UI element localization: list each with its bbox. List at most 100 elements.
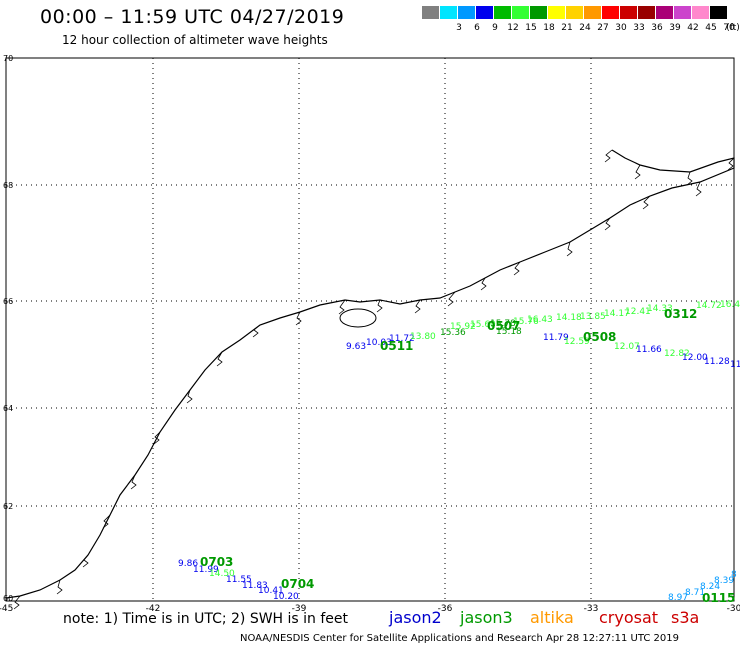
map-subtitle: 12 hour collection of altimeter wave hei… xyxy=(62,33,328,47)
legend-label: 36 xyxy=(651,23,663,33)
fjord-line xyxy=(216,351,223,367)
axis-labels: -45 -42 -39 -36 -33 -30 70 68 66 64 62 60 xyxy=(0,54,740,614)
legend-label: 6 xyxy=(474,23,480,33)
satellite-label: altika xyxy=(530,608,574,627)
legend-swatch xyxy=(602,6,619,19)
pass-time-tag: 0115 xyxy=(702,591,735,605)
fjord-line xyxy=(153,431,161,445)
coast-island xyxy=(339,308,377,328)
pass-time-tag: 0511 xyxy=(380,339,413,353)
legend-label: 39 xyxy=(669,23,681,33)
map-title: 00:00 – 11:59 UTC 04/27/2019 xyxy=(40,6,345,28)
wave-height-value: 14.50 xyxy=(209,569,235,579)
satellite-label: jason3 xyxy=(460,608,513,627)
wave-height-value: 9.63 xyxy=(346,342,366,352)
fjord-line xyxy=(727,157,735,171)
legend-swatch xyxy=(494,6,511,19)
wave-height-value: 12.82 xyxy=(664,349,690,359)
lon-label: -45 xyxy=(0,604,13,614)
wave-height-value: 12.07 xyxy=(614,342,640,352)
fjord-line xyxy=(604,217,611,231)
legend-label: 15 xyxy=(525,23,537,33)
pass-time-tag: 0312 xyxy=(664,307,697,321)
fjord-line xyxy=(338,299,346,315)
legend-swatch xyxy=(476,6,493,19)
pass-time-tag: 0507 xyxy=(487,319,520,333)
fjord-line xyxy=(447,291,456,307)
fjord-line xyxy=(56,579,63,595)
wave-height-value: 8.24 xyxy=(700,582,720,592)
pass-time-tags: 0511 0507 0508 0312 0703 0704 0115 xyxy=(200,307,735,605)
legend-swatch xyxy=(512,6,529,19)
coastline-path xyxy=(5,149,735,599)
legend-label: 9 xyxy=(492,23,498,33)
legend-swatch xyxy=(656,6,673,19)
lat-lon-grid xyxy=(6,58,734,601)
lon-label: -36 xyxy=(438,604,453,614)
fjord-line xyxy=(295,311,302,326)
wave-height-value: 11.99 xyxy=(193,565,219,575)
legend-label: 27 xyxy=(597,23,609,33)
lat-label: 62 xyxy=(3,502,13,511)
fjord-line xyxy=(414,299,421,314)
pass-time-tag: 0704 xyxy=(281,577,314,591)
fjord-line xyxy=(82,554,89,568)
wave-height-value: 14.17 xyxy=(604,309,630,319)
fjord-line xyxy=(376,299,383,313)
wave-height-value: 14.33 xyxy=(647,304,673,314)
lon-label: -42 xyxy=(146,604,161,614)
fjord-line xyxy=(686,171,693,186)
wave-height-value: 9.86 xyxy=(178,559,198,569)
fjord-line xyxy=(252,324,261,338)
wave-height-value: 16.4 xyxy=(720,300,740,310)
wave-height-value: 12.41 xyxy=(625,307,651,317)
fjord-line xyxy=(186,389,193,404)
legend-label: 21 xyxy=(561,23,573,33)
legend-swatch xyxy=(548,6,565,19)
wave-height-value: 12.59 xyxy=(564,337,590,347)
wave-height-value: 15.18 xyxy=(496,327,522,337)
legend-swatch xyxy=(530,6,547,19)
fjord-line xyxy=(130,474,137,490)
legend-label: 12 xyxy=(507,23,519,33)
wave-height-value: 12.00 xyxy=(682,353,708,363)
legend-swatch xyxy=(710,6,727,19)
legend-label: 30 xyxy=(615,23,627,33)
legend-label: 45 xyxy=(705,23,717,33)
satellite-label: cryosat xyxy=(599,608,659,627)
wave-height-value: 15.92 xyxy=(450,322,476,332)
legend-swatch xyxy=(692,6,709,19)
credit-line: NOAA/NESDIS Center for Satellite Applica… xyxy=(240,633,679,644)
legend-swatch xyxy=(674,6,691,19)
wave-height-value: 11.28 xyxy=(704,357,730,367)
legend-swatch xyxy=(422,6,439,19)
lat-label: 68 xyxy=(3,181,13,190)
legend-label: 3 xyxy=(456,23,462,33)
wave-height-value: 14.18 xyxy=(556,313,582,323)
wave-height-value: 10.03 xyxy=(366,338,392,348)
fjord-line xyxy=(13,595,21,610)
fjord-line xyxy=(642,195,651,210)
legend-swatch xyxy=(440,6,457,19)
legend-label: 24 xyxy=(579,23,591,33)
lon-label: -30 xyxy=(727,604,740,614)
lat-label: 66 xyxy=(3,297,13,306)
wave-height-value: 11.83 xyxy=(242,581,268,591)
wave-height-value: 14.72 xyxy=(696,301,722,311)
lat-label: 60 xyxy=(3,594,13,603)
legend-swatch xyxy=(584,6,601,19)
pass-time-tag: 0508 xyxy=(583,330,616,344)
wave-height-value: 11 xyxy=(730,360,740,370)
legend-unit: (ft) xyxy=(726,23,740,33)
fjord-line xyxy=(513,261,521,276)
fjord-line xyxy=(480,277,487,291)
satellite-label: s3a xyxy=(671,608,700,627)
legend-swatch xyxy=(458,6,475,19)
map-frame xyxy=(5,57,735,602)
legend-label: 18 xyxy=(543,23,555,33)
lon-label: -39 xyxy=(292,604,307,614)
lat-label: 64 xyxy=(3,404,13,413)
footer-note: note: 1) Time is in UTC; 2) SWH is in fe… xyxy=(63,611,349,627)
